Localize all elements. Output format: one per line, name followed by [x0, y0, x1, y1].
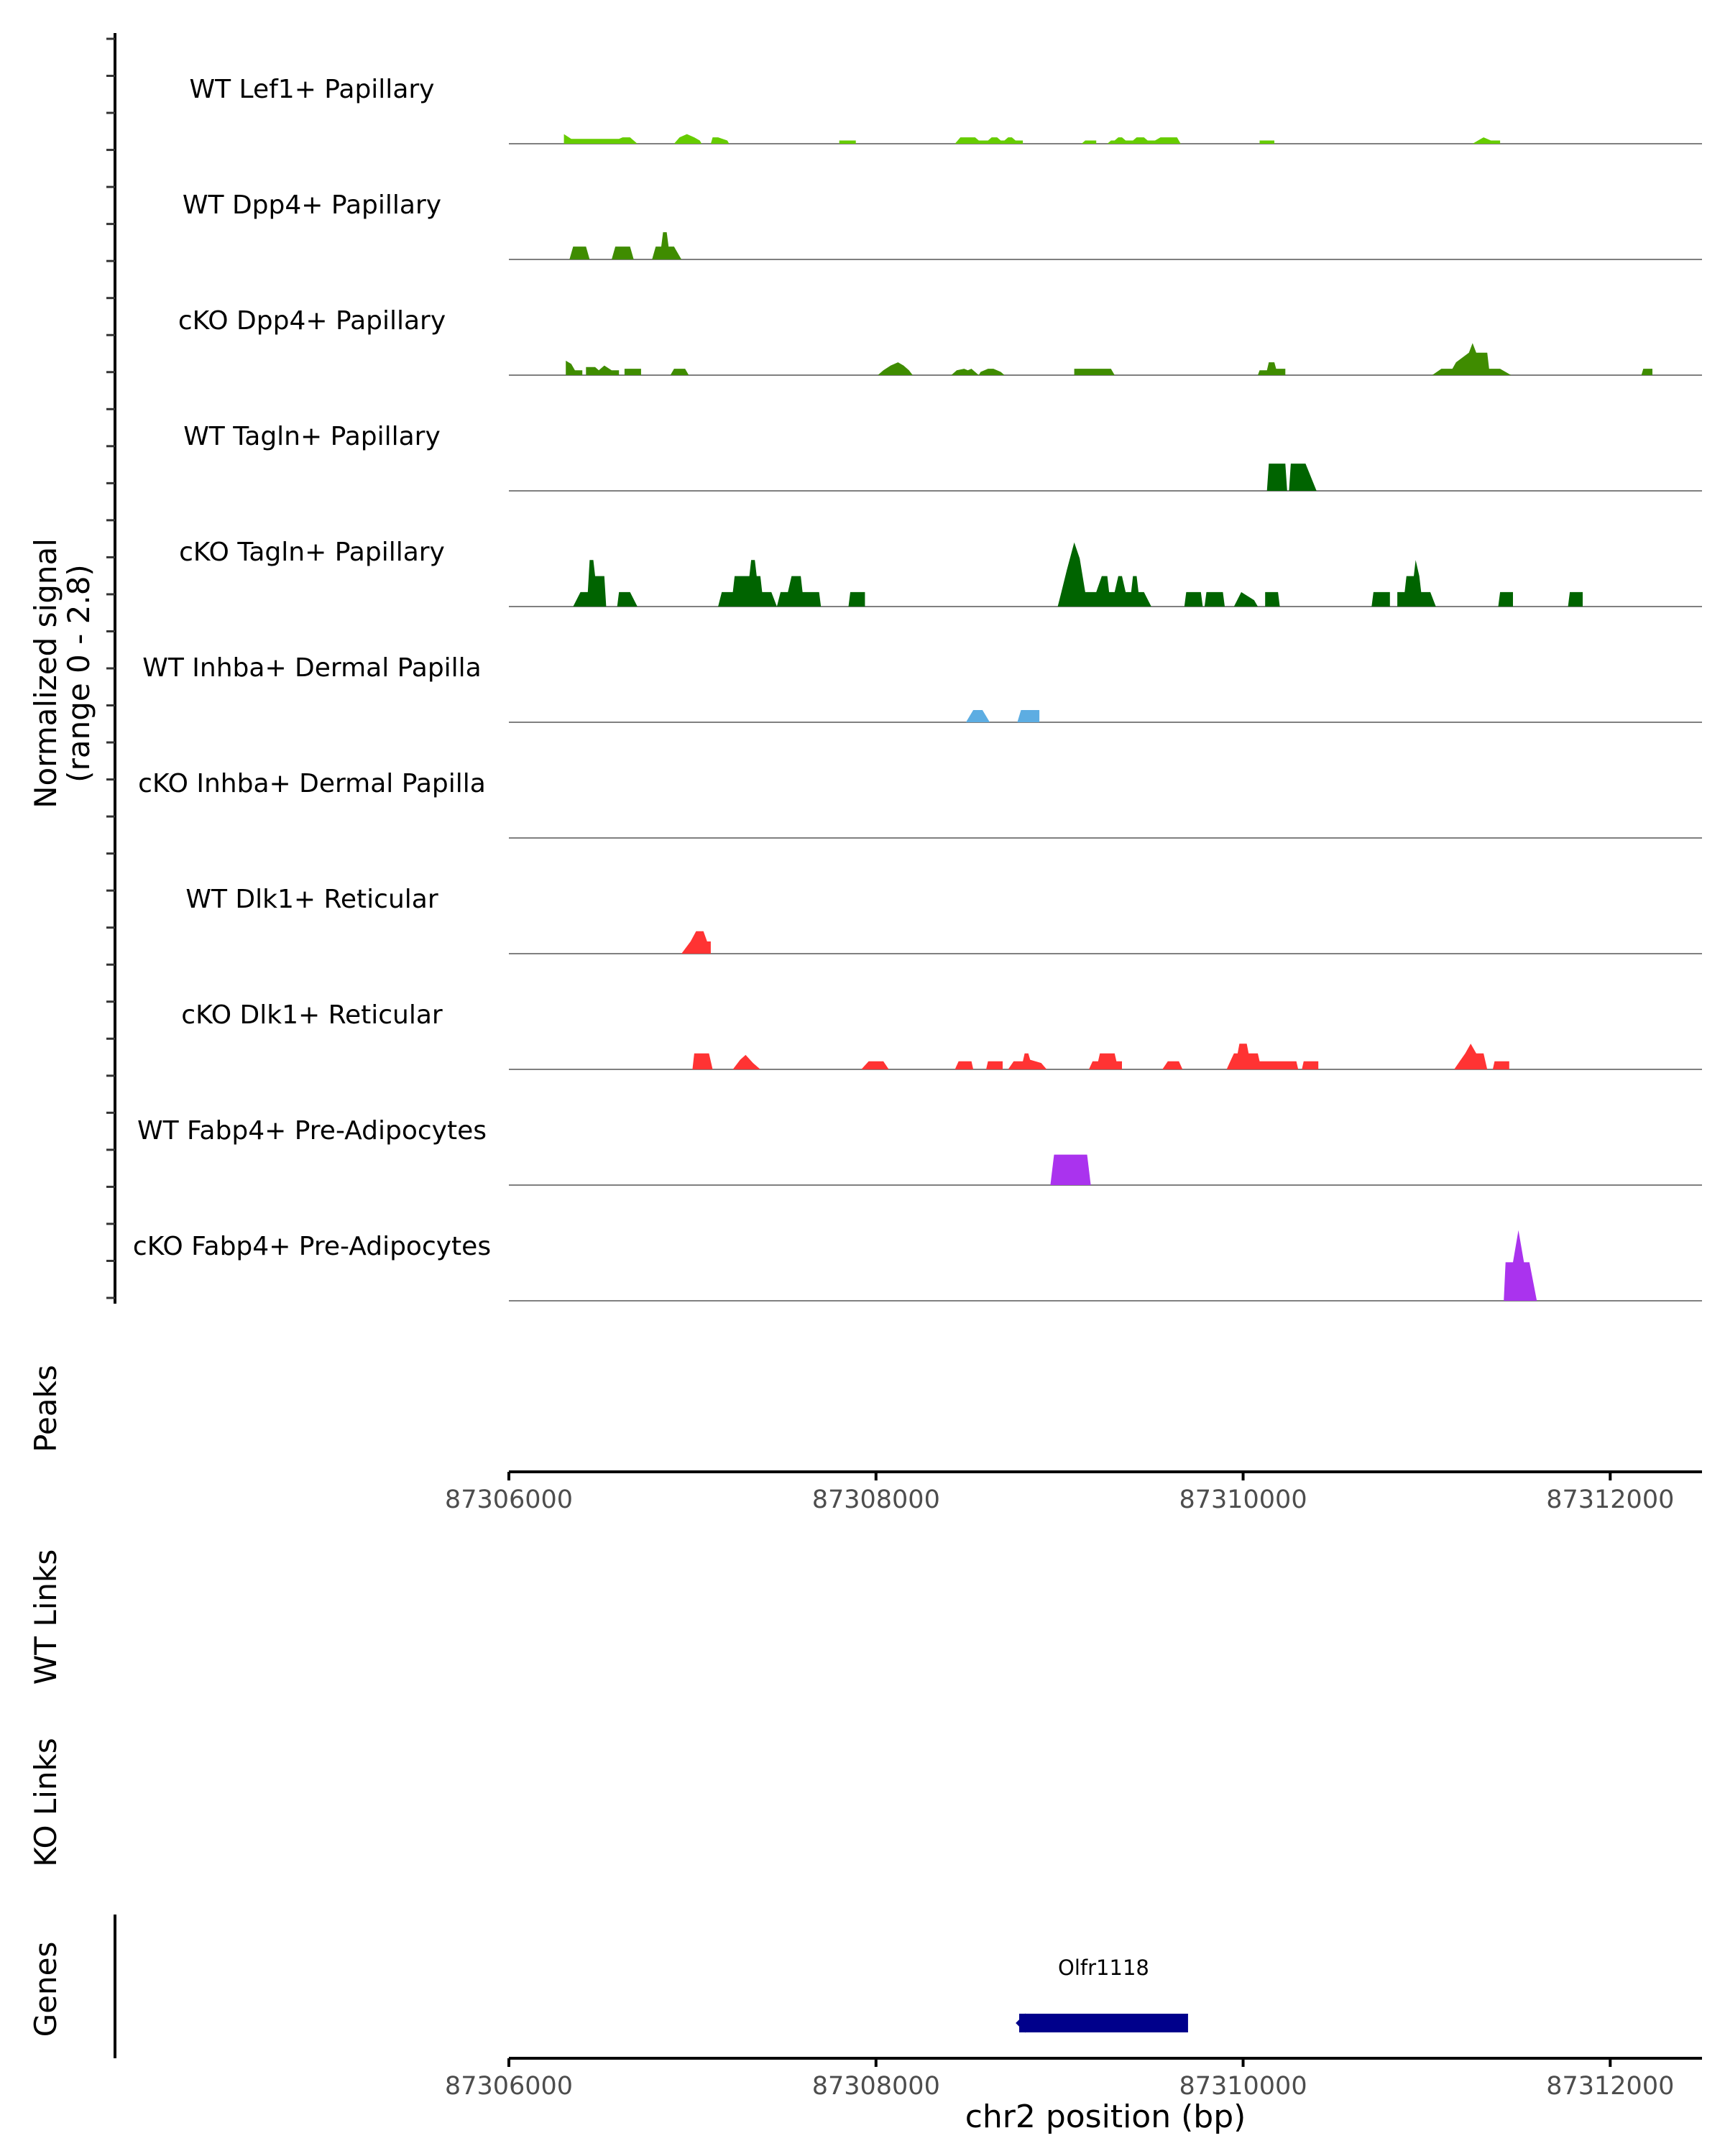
ko-links-panel-label: KO Links [28, 1738, 63, 1867]
signal-area [1504, 1230, 1537, 1301]
track-label: cKO Tagln+ Papillary [179, 538, 445, 567]
peaks-x-axis: 87306000 87308000 87310000 87312000 [445, 1470, 1702, 1514]
track-7: WT Dlk1+ Reticular [185, 885, 1702, 954]
x-tick-label: 87310000 [1179, 2072, 1307, 2101]
track-label: WT Fabp4+ Pre-Adipocytes [137, 1116, 487, 1146]
track-8: cKO Dlk1+ Reticular [181, 1000, 1702, 1070]
signal-y-title: Normalized signal [28, 538, 63, 808]
track-label: cKO Inhba+ Dermal Papilla [138, 769, 486, 798]
track-label: WT Inhba+ Dermal Papilla [142, 653, 481, 683]
track-label: cKO Dpp4+ Papillary [178, 306, 446, 336]
gene-body [1018, 2014, 1188, 2032]
signal-y-range-label: (range 0 - 2.8) [61, 564, 96, 783]
genes-panel-label: Genes [28, 1942, 63, 2037]
track-10: cKO Fabp4+ Pre-Adipocytes [133, 1230, 1702, 1302]
signal-area [564, 134, 1501, 144]
x-tick-label: 87312000 [1546, 1485, 1674, 1514]
signal-area [566, 343, 1653, 375]
peaks-panel-label: Peaks [28, 1365, 63, 1452]
track-label: WT Dpp4+ Papillary [183, 190, 441, 220]
gene-label: Olfr1118 [1058, 1955, 1149, 1980]
signal-area [965, 710, 1040, 722]
track-6: cKO Inhba+ Dermal Papilla [138, 769, 1702, 839]
wt-links-panel-label: WT Links [28, 1549, 63, 1685]
signal-tracks: WT Lef1+ Papillary WT Dpp4+ Papillary cKO … [133, 75, 1702, 1302]
track-label: WT Tagln+ Papillary [183, 422, 441, 451]
track-2: cKO Dpp4+ Papillary [178, 306, 1702, 376]
track-label: cKO Dlk1+ Reticular [181, 1000, 443, 1030]
signal-y-axis [106, 33, 116, 1304]
gene-track: Olfr1118 [1016, 1955, 1188, 2033]
track-label: WT Dlk1+ Reticular [185, 885, 438, 914]
gene-Olfr1118: Olfr1118 [1016, 1955, 1188, 2033]
track-1: WT Dpp4+ Papillary [183, 190, 1702, 260]
x-tick-label: 87308000 [812, 1485, 940, 1514]
x-tick-label: 87306000 [445, 2072, 573, 2101]
track-0: WT Lef1+ Papillary [190, 75, 1702, 144]
signal-area [1050, 1154, 1091, 1185]
x-tick-label: 87308000 [812, 2072, 940, 2101]
strand-arrow [1016, 2013, 1028, 2033]
genes-x-axis: 87306000 87308000 87310000 87312000 [445, 2057, 1702, 2101]
track-4: cKO Tagln+ Papillary [179, 538, 1702, 607]
x-axis-title: chr2 position (bp) [965, 2099, 1246, 2135]
signal-area [681, 931, 711, 954]
track-label: WT Lef1+ Papillary [190, 75, 435, 104]
x-tick-label: 87312000 [1546, 2072, 1674, 2101]
track-9: WT Fabp4+ Pre-Adipocytes [137, 1116, 1702, 1186]
x-tick-label: 87306000 [445, 1485, 573, 1514]
signal-area [569, 232, 682, 259]
signal-area [573, 542, 1583, 607]
signal-area [1266, 464, 1317, 491]
signal-area [692, 1044, 1509, 1069]
signal-y-ticks [106, 37, 115, 1299]
x-tick-label: 87310000 [1179, 1485, 1307, 1514]
track-3: WT Tagln+ Papillary [183, 422, 1702, 492]
track-5: WT Inhba+ Dermal Papilla [142, 653, 1702, 723]
track-label: cKO Fabp4+ Pre-Adipocytes [133, 1232, 491, 1261]
